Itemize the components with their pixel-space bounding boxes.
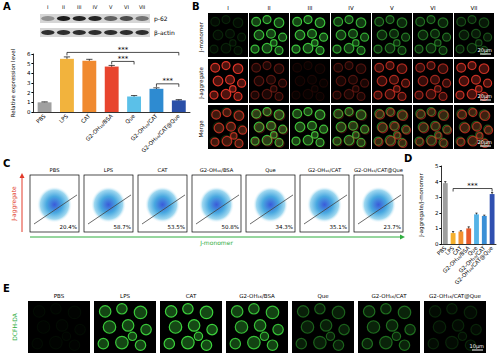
svg-text:VII: VII [470, 5, 477, 11]
svg-text:CAT: CAT [158, 167, 169, 173]
svg-text:G2-OH₁₆/BSA: G2-OH₁₆/BSA [441, 244, 471, 275]
svg-text:53.5%: 53.5% [168, 224, 185, 230]
svg-text:1: 1 [27, 99, 31, 105]
svg-text:LPS: LPS [120, 293, 130, 299]
svg-text:***: *** [118, 46, 129, 54]
svg-text:G2-OH₁₆/BSA: G2-OH₁₆/BSA [200, 167, 234, 173]
svg-text:III: III [308, 5, 313, 11]
svg-text:II: II [267, 5, 271, 11]
svg-text:3: 3 [27, 80, 31, 86]
svg-text:4: 4 [27, 70, 31, 76]
svg-text:3: 3 [435, 194, 439, 200]
svg-text:VI: VI [430, 5, 436, 11]
svg-text:G2-OH₁₆/CAT@Que: G2-OH₁₆/CAT@Que [354, 167, 403, 173]
svg-text:PBS: PBS [35, 113, 47, 125]
svg-text:***: *** [467, 182, 478, 190]
svg-text:Merge: Merge [198, 120, 205, 138]
svg-text:0: 0 [435, 241, 439, 247]
svg-text:LPS: LPS [444, 244, 456, 257]
svg-text:I: I [227, 5, 229, 11]
svg-text:***: *** [162, 77, 173, 85]
svg-text:DCFH-DA: DCFH-DA [11, 312, 18, 340]
svg-text:LPS: LPS [58, 113, 70, 125]
svg-text:II: II [62, 4, 65, 10]
svg-text:LPS: LPS [104, 167, 113, 173]
svg-text:G2-OH₁₆/CAT@Que: G2-OH₁₆/CAT@Que [140, 112, 181, 153]
svg-text:50.8%: 50.8% [222, 224, 239, 230]
svg-text:CAT: CAT [80, 112, 92, 124]
svg-text:Que: Que [124, 112, 137, 125]
svg-text:Que: Que [265, 167, 276, 173]
svg-text:20.4%: 20.4% [60, 224, 77, 230]
svg-text:2: 2 [435, 210, 439, 216]
svg-text:***: *** [118, 55, 129, 63]
svg-text:III: III [77, 4, 81, 10]
svg-text:I: I [47, 4, 48, 10]
svg-text:J-aggregate: J-aggregate [198, 67, 205, 100]
svg-text:Relative expression level: Relative expression level [10, 48, 17, 117]
svg-text:p-62: p-62 [154, 15, 168, 23]
svg-text:23.7%: 23.7% [384, 224, 401, 230]
svg-text:G2-OH₁₆/BSA: G2-OH₁₆/BSA [239, 293, 275, 299]
svg-text:VI: VI [124, 4, 129, 10]
svg-text:0: 0 [27, 109, 31, 115]
svg-text:J-aggregate: J-aggregate [10, 186, 18, 222]
svg-text:B: B [192, 1, 200, 12]
svg-text:4: 4 [435, 179, 439, 185]
svg-text:34.3%: 34.3% [276, 224, 293, 230]
svg-text:G2-OH₁₆/CAT@Que: G2-OH₁₆/CAT@Que [453, 244, 494, 285]
svg-text:G2-OH₁₆/CAT@Que: G2-OH₁₆/CAT@Que [429, 293, 481, 299]
svg-text:20μm: 20μm [478, 139, 493, 146]
svg-text:J-aggregate/J-monomer: J-aggregate/J-monomer [418, 172, 425, 237]
svg-text:IV: IV [348, 5, 354, 11]
svg-text:35.1%: 35.1% [330, 224, 347, 230]
svg-text:IV: IV [93, 4, 98, 10]
svg-text:G2-OH₁₆/BSA: G2-OH₁₆/BSA [84, 113, 114, 143]
svg-text:5: 5 [27, 61, 31, 67]
svg-text:PBS: PBS [54, 293, 65, 299]
svg-text:G2-OH₁₆/CAT: G2-OH₁₆/CAT [308, 167, 342, 173]
svg-text:PBS: PBS [435, 244, 448, 257]
svg-text:β-actin: β-actin [154, 29, 175, 37]
svg-text:20μm: 20μm [478, 93, 493, 100]
svg-text:G2-OH₁₆/CAT: G2-OH₁₆/CAT [371, 293, 407, 299]
svg-text:5: 5 [435, 163, 439, 169]
svg-text:J-monomer: J-monomer [198, 21, 205, 53]
svg-text:1: 1 [435, 225, 439, 231]
svg-text:58.7%: 58.7% [114, 224, 131, 230]
svg-text:2: 2 [27, 90, 31, 96]
svg-text:V: V [109, 4, 113, 10]
svg-text:10μm: 10μm [470, 343, 485, 350]
svg-text:V: V [390, 5, 394, 11]
svg-text:D: D [404, 153, 412, 164]
svg-text:CAT: CAT [186, 293, 197, 299]
svg-text:A: A [3, 1, 11, 12]
svg-text:Que: Que [317, 293, 329, 299]
svg-text:20μm: 20μm [478, 47, 493, 54]
svg-text:PBS: PBS [50, 167, 60, 173]
svg-text:C: C [3, 158, 10, 169]
svg-text:6: 6 [27, 51, 31, 57]
svg-text:VII: VII [139, 4, 145, 10]
svg-text:J-monomer: J-monomer [199, 239, 233, 247]
svg-text:E: E [3, 283, 10, 294]
